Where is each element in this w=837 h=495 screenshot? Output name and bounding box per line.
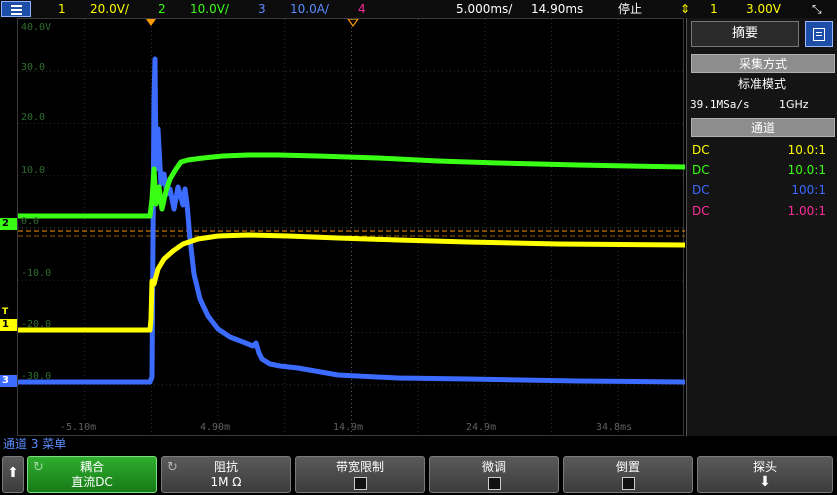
x-label: 34.8ms bbox=[596, 422, 633, 433]
rotate-knob-icon: ↻ bbox=[33, 460, 44, 475]
menu-up-button[interactable]: ⬆ bbox=[2, 456, 24, 493]
acquisition-header: 采集方式 bbox=[691, 54, 835, 73]
panel-menu-icon[interactable] bbox=[805, 21, 833, 47]
coupling-softkey[interactable]: ↻ 耦合 直流DC bbox=[27, 456, 157, 493]
y-label: 10.0 bbox=[21, 165, 46, 176]
sample-rate: 39.1MSa/s bbox=[690, 98, 750, 111]
waveform-canvas bbox=[18, 19, 685, 437]
trigger-position-marker bbox=[146, 19, 156, 26]
ch3-scale[interactable]: 10.0A/ bbox=[290, 2, 329, 16]
x-label: 14.9m bbox=[333, 422, 364, 433]
channels-header: 通道 bbox=[691, 118, 835, 137]
ch2-coupling: DC bbox=[692, 163, 710, 177]
y-label: 0.0 bbox=[21, 216, 40, 227]
bandwidth-limit-softkey[interactable]: 带宽限制 bbox=[295, 456, 425, 493]
summary-tab[interactable]: 摘要 bbox=[691, 21, 799, 47]
invert-softkey[interactable]: 倒置 bbox=[563, 456, 693, 493]
channel-row-2: DC 10.0:1 bbox=[692, 161, 826, 179]
x-label: 24.9m bbox=[466, 422, 497, 433]
ch3-probe: 100:1 bbox=[791, 183, 826, 197]
ch3-ground-marker[interactable]: 3 bbox=[0, 375, 17, 387]
ch2-waveform bbox=[18, 152, 685, 219]
probe-label: 探头 bbox=[752, 460, 777, 474]
ch2-probe: 10.0:1 bbox=[787, 163, 826, 177]
coupling-value: 直流DC bbox=[71, 475, 113, 489]
trigger-level[interactable]: 3.00V bbox=[746, 2, 781, 16]
ch3-coupling: DC bbox=[692, 183, 710, 197]
channel-row-4: DC 1.00:1 bbox=[692, 202, 826, 220]
ch3-waveform bbox=[18, 56, 685, 385]
x-label: 4.90m bbox=[200, 422, 231, 433]
menu-title: 通道 3 菜单 bbox=[3, 437, 67, 451]
impedance-softkey[interactable]: ↻ 阻抗 1M Ω bbox=[161, 456, 291, 493]
acquisition-mode: 标准模式 bbox=[737, 77, 786, 91]
bandwidth-limit-checkbox[interactable] bbox=[353, 477, 367, 490]
trigger-source[interactable]: 1 bbox=[710, 2, 718, 16]
ch1-ground-marker[interactable]: 1 bbox=[0, 319, 17, 331]
y-label: 30.0 bbox=[21, 62, 46, 73]
x-label: -5.10m bbox=[60, 422, 97, 433]
ch3-number[interactable]: 3 bbox=[258, 2, 266, 16]
y-label: 40.0V bbox=[21, 22, 52, 33]
waveform-display[interactable]: 40.0V 30.0 20.0 10.0 0.0 -10.0 -20.0 -30… bbox=[17, 18, 685, 437]
ch1-scale[interactable]: 20.0V/ bbox=[90, 2, 129, 16]
trigger-edge-icon: ⇕ bbox=[680, 2, 691, 16]
y-label: -30.0 bbox=[21, 371, 52, 382]
fine-softkey[interactable]: 微调 bbox=[429, 456, 559, 493]
impedance-value: 1M Ω bbox=[210, 475, 242, 489]
coupling-label: 耦合 bbox=[79, 460, 104, 474]
fine-label: 微调 bbox=[481, 460, 506, 474]
channel-row-1: DC 10.0:1 bbox=[692, 141, 826, 159]
bandwidth-limit-label: 带宽限制 bbox=[335, 460, 384, 474]
arrow-up-icon: ⬆ bbox=[7, 465, 19, 481]
ch1-coupling: DC bbox=[692, 143, 710, 157]
ch2-ground-marker[interactable]: 2 bbox=[0, 218, 17, 230]
ch4-number[interactable]: 4 bbox=[358, 2, 366, 16]
delay-reference-marker bbox=[347, 19, 359, 28]
ch2-number[interactable]: 2 bbox=[158, 2, 166, 16]
ch1-probe: 10.0:1 bbox=[787, 143, 826, 157]
timebase-scale[interactable]: 5.000ms/ bbox=[456, 2, 513, 16]
ch4-coupling: DC bbox=[692, 204, 710, 218]
softkey-bar: 通道 3 菜单 ⬆ ↻ 耦合 直流DC ↻ 阻抗 1M Ω 带宽限制 微调 倒置… bbox=[0, 436, 837, 495]
rotate-knob-icon: ↻ bbox=[167, 460, 178, 475]
ch1-number[interactable]: 1 bbox=[58, 2, 66, 16]
y-label: -10.0 bbox=[21, 268, 52, 279]
status-bar: 1 20.0V/ 2 10.0V/ 3 10.0A/ 4 5.000ms/ 14… bbox=[0, 0, 837, 18]
fine-checkbox[interactable] bbox=[487, 477, 501, 490]
run-state: 停止 bbox=[618, 2, 643, 16]
y-label: -20.0 bbox=[21, 319, 52, 330]
invert-checkbox[interactable] bbox=[621, 477, 635, 490]
ch4-probe: 1.00:1 bbox=[787, 204, 826, 218]
ch2-scale[interactable]: 10.0V/ bbox=[190, 2, 229, 16]
arrow-down-icon: ⬇ bbox=[759, 474, 771, 490]
info-panel: 摘要 采集方式 标准模式 39.1MSa/s 1GHz 通道 DC 10.0:1… bbox=[686, 18, 837, 436]
y-label: 20.0 bbox=[21, 112, 46, 123]
main-menu-button[interactable] bbox=[1, 1, 31, 17]
probe-softkey[interactable]: 探头 ⬇ bbox=[697, 456, 833, 493]
ch1-waveform bbox=[18, 232, 685, 333]
trigger-marker: T bbox=[2, 307, 9, 317]
expand-icon[interactable]: ⤡ bbox=[812, 2, 822, 16]
time-delay[interactable]: 14.90ms bbox=[531, 2, 584, 16]
channel-row-3: DC 100:1 bbox=[692, 181, 826, 199]
invert-label: 倒置 bbox=[615, 460, 640, 474]
bandwidth: 1GHz bbox=[779, 98, 809, 111]
impedance-label: 阻抗 bbox=[213, 460, 238, 474]
